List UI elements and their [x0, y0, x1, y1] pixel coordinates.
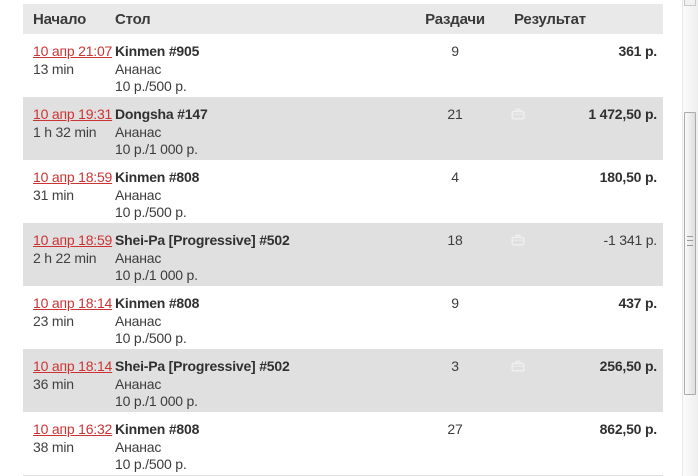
jackpot-chest-icon: [510, 106, 526, 122]
table-row: 10 апр 18:59 2 h 22 min Shei-Pa [Progres…: [23, 223, 663, 286]
start-cell: 10 апр 16:32 38 min: [23, 421, 115, 475]
session-date-link[interactable]: 10 апр 19:31: [33, 106, 113, 122]
header-start: Начало: [33, 10, 87, 28]
result-cell: 437 р.: [510, 295, 663, 349]
game-type: Ананас: [115, 312, 162, 329]
table-row: 10 апр 19:31 1 h 32 min Dongsha #147 Ана…: [23, 97, 663, 160]
table-name: Kinmen #808: [115, 421, 200, 437]
table-cell: Kinmen #808 Ананас 10 р./500 р.: [115, 421, 400, 475]
stakes: 10 р./500 р.: [115, 456, 187, 472]
table-body: 10 апр 21:07 13 min Kinmen #905 Ананас 1…: [23, 34, 663, 475]
scrollbar-thumb[interactable]: [684, 112, 696, 395]
start-cell: 10 апр 18:59 31 min: [23, 169, 115, 223]
result-cell: 361 р.: [510, 43, 663, 97]
hands-count: 3: [451, 358, 459, 374]
session-duration: 36 min: [33, 375, 74, 392]
table-name: Kinmen #808: [115, 169, 200, 185]
hands-count: 27: [447, 421, 463, 437]
start-cell: 10 апр 18:14 36 min: [23, 358, 115, 412]
table-cell: Kinmen #905 Ананас 10 р./500 р.: [115, 43, 400, 97]
table-name: Kinmen #808: [115, 295, 200, 311]
result-value: 256,50 р.: [599, 358, 658, 374]
header-table: Стол: [115, 10, 151, 28]
result-value: 862,50 р.: [599, 421, 658, 437]
start-cell: 10 апр 18:14 23 min: [23, 295, 115, 349]
session-duration: 31 min: [33, 186, 74, 203]
stakes: 10 р./1 000 р.: [115, 267, 198, 283]
result-value: 180,50 р.: [599, 169, 658, 185]
result-cell: -1 341 р.: [510, 232, 663, 286]
table-name: Shei-Pa [Progressive] #502: [115, 232, 290, 248]
stakes: 10 р./1 000 р.: [115, 393, 198, 409]
game-type: Ананас: [115, 375, 162, 392]
table-name: Dongsha #147: [115, 106, 208, 122]
session-duration: 23 min: [33, 312, 74, 329]
game-type: Ананас: [115, 438, 162, 455]
hands-count: 4: [451, 169, 459, 185]
result-value: 437 р.: [618, 295, 658, 311]
start-cell: 10 апр 18:59 2 h 22 min: [23, 232, 115, 286]
table-row: 10 апр 18:59 31 min Kinmen #808 Ананас 1…: [23, 160, 663, 223]
game-type: Ананас: [115, 249, 162, 266]
session-date-link[interactable]: 10 апр 18:14: [33, 358, 113, 374]
result-cell: 1 472,50 р.: [510, 106, 663, 160]
scroll-up-button[interactable]: [684, 0, 696, 6]
game-type: Ананас: [115, 60, 162, 77]
table-row: 10 апр 18:14 23 min Kinmen #808 Ананас 1…: [23, 286, 663, 349]
result-value: 361 р.: [618, 43, 658, 59]
stakes: 10 р./500 р.: [115, 330, 187, 346]
result-value: -1 341 р.: [603, 232, 658, 248]
table-header-row: Начало Стол Раздачи Результат: [23, 4, 663, 34]
hands-count: 9: [451, 43, 459, 59]
header-result: Результат: [514, 10, 586, 28]
stakes: 10 р./1 000 р.: [115, 141, 198, 157]
session-duration: 1 h 32 min: [33, 123, 97, 140]
table-name: Shei-Pa [Progressive] #502: [115, 358, 290, 374]
header-hands: Раздачи: [425, 10, 485, 28]
hands-count: 9: [451, 295, 459, 311]
start-cell: 10 апр 19:31 1 h 32 min: [23, 106, 115, 160]
table-cell: Kinmen #808 Ананас 10 р./500 р.: [115, 295, 400, 349]
stakes: 10 р./500 р.: [115, 78, 187, 94]
session-date-link[interactable]: 10 апр 18:59: [33, 169, 113, 185]
table-cell: Shei-Pa [Progressive] #502 Ананас 10 р./…: [115, 232, 400, 286]
session-duration: 2 h 22 min: [33, 249, 97, 266]
jackpot-chest-icon: [510, 358, 526, 374]
result-value: 1 472,50 р.: [588, 106, 657, 122]
result-cell: 862,50 р.: [510, 421, 663, 475]
table-row: 10 апр 16:32 38 min Kinmen #808 Ананас 1…: [23, 412, 663, 475]
game-type: Ананас: [115, 123, 162, 140]
table-row: 10 апр 21:07 13 min Kinmen #905 Ананас 1…: [23, 34, 663, 97]
session-date-link[interactable]: 10 апр 18:14: [33, 295, 113, 311]
table-row: 10 апр 18:14 36 min Shei-Pa [Progressive…: [23, 349, 663, 412]
session-duration: 38 min: [33, 438, 74, 455]
table-cell: Dongsha #147 Ананас 10 р./1 000 р.: [115, 106, 400, 160]
start-cell: 10 апр 21:07 13 min: [23, 43, 115, 97]
table-name: Kinmen #905: [115, 43, 200, 59]
stakes: 10 р./500 р.: [115, 204, 187, 220]
sessions-table: Начало Стол Раздачи Результат 10 апр 21:…: [23, 4, 663, 475]
table-cell: Kinmen #808 Ананас 10 р./500 р.: [115, 169, 400, 223]
hands-count: 18: [447, 232, 463, 248]
scrollbar-grip-icon: [687, 236, 693, 246]
session-date-link[interactable]: 10 апр 18:59: [33, 232, 113, 248]
jackpot-chest-icon: [510, 232, 526, 248]
session-date-link[interactable]: 10 апр 21:07: [33, 43, 113, 59]
table-cell: Shei-Pa [Progressive] #502 Ананас 10 р./…: [115, 358, 400, 412]
hands-count: 21: [447, 106, 463, 122]
vertical-scrollbar[interactable]: [682, 0, 698, 476]
session-date-link[interactable]: 10 апр 16:32: [33, 421, 113, 437]
session-duration: 13 min: [33, 60, 74, 77]
result-cell: 256,50 р.: [510, 358, 663, 412]
game-type: Ананас: [115, 186, 162, 203]
result-cell: 180,50 р.: [510, 169, 663, 223]
